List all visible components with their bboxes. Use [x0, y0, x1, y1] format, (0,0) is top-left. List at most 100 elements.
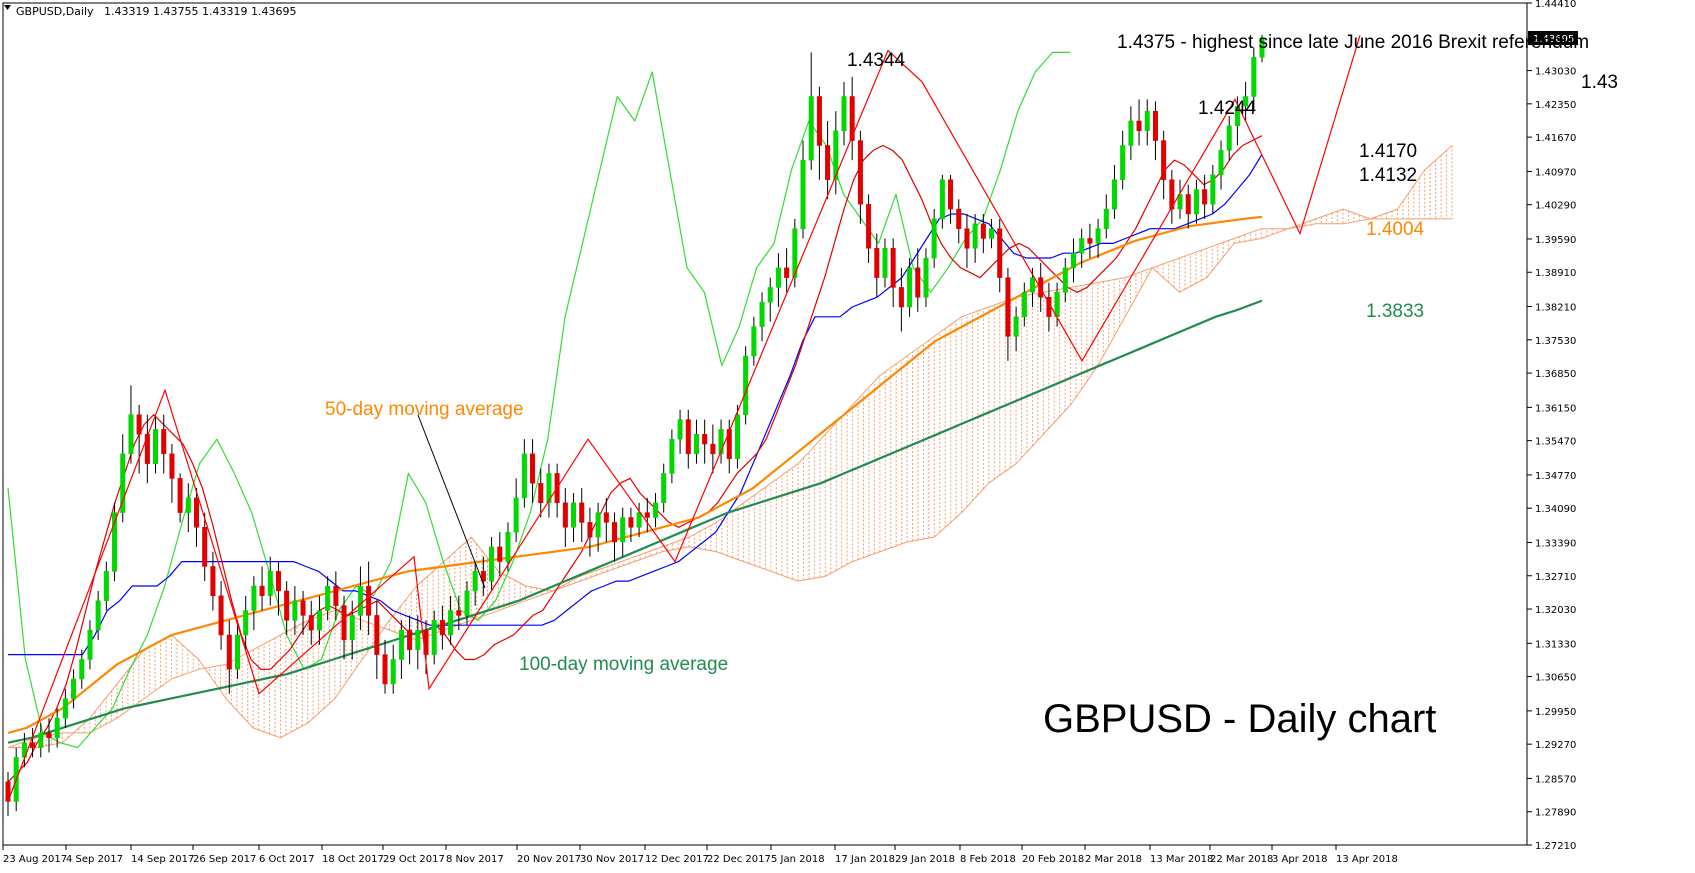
- candle-body: [726, 429, 732, 460]
- candle-body: [218, 595, 224, 636]
- y-tick-label: 1.29270: [1535, 740, 1576, 751]
- candle-body: [136, 414, 142, 435]
- candle-body: [267, 571, 273, 597]
- axes: 1.44410 1.43030 1.42350 1.41670 1.40970 1.402…: [2, 0, 1578, 865]
- candle-body: [415, 629, 421, 650]
- candle-body: [103, 571, 109, 601]
- candle-body: [898, 287, 904, 308]
- x-tick-label: 26 Sep 2017: [193, 854, 256, 865]
- candle-body: [1185, 194, 1191, 215]
- x-tick-label: 22 Dec 2017: [707, 854, 771, 865]
- x-tick-label: 20 Feb 2018: [1022, 854, 1084, 865]
- candle-body: [890, 248, 896, 288]
- candle-body: [1259, 37, 1265, 58]
- candle-body: [1030, 277, 1036, 293]
- candle-body: [407, 629, 413, 650]
- candle-body: [1128, 120, 1134, 146]
- candle-body: [1021, 292, 1027, 318]
- kijun-line: [8, 153, 1263, 656]
- candle-body: [734, 414, 740, 460]
- candle-body: [1243, 96, 1249, 107]
- candle-body: [95, 600, 101, 631]
- candle-body: [1070, 252, 1076, 269]
- candle-body: [505, 531, 511, 562]
- candle-body: [439, 620, 445, 636]
- candle-body: [661, 473, 667, 504]
- candle-body: [1152, 110, 1158, 141]
- y-tick-label: 1.42350: [1535, 100, 1576, 111]
- candles: [5, 34, 1265, 817]
- candle-body: [349, 615, 355, 641]
- candle-body: [718, 429, 724, 455]
- candle-body: [612, 522, 618, 543]
- candle-body: [480, 571, 486, 582]
- candle-body: [128, 414, 134, 455]
- candle-body: [800, 159, 806, 229]
- candle-body: [5, 781, 11, 802]
- candle-body: [112, 512, 118, 572]
- candle-body: [325, 585, 331, 611]
- label-high-1-4244: 1.4244: [1198, 98, 1257, 119]
- candle-body: [939, 179, 945, 220]
- annotations: 1.4344 1.4375 - highest since late June 2…: [325, 32, 1618, 741]
- candle-body: [948, 179, 954, 210]
- candle-body: [882, 248, 888, 278]
- x-tick-label: 8 Nov 2017: [446, 854, 504, 865]
- candle-body: [751, 326, 757, 357]
- candle-body: [1251, 57, 1257, 97]
- candle-body: [767, 287, 773, 303]
- candle-body: [636, 512, 642, 528]
- candle-body: [857, 140, 863, 205]
- x-tick-label: 18 Oct 2017: [322, 854, 384, 865]
- candle-body: [1095, 228, 1101, 244]
- x-tick-label: 14 Sep 2017: [131, 854, 194, 865]
- x-tick-label: 13 Mar 2018: [1150, 854, 1213, 865]
- x-tick-label: 2 Mar 2018: [1085, 854, 1142, 865]
- candle-body: [956, 208, 962, 229]
- x-tick-label: 30 Nov 2017: [580, 854, 644, 865]
- candle-body: [849, 96, 855, 141]
- zigzag-line: [7, 35, 1361, 802]
- candle-body: [292, 600, 298, 621]
- y-tick-label: 1.39590: [1535, 235, 1576, 246]
- indicator-lines: [7, 51, 1453, 783]
- candle-body: [931, 218, 937, 259]
- candle-body: [1144, 110, 1150, 132]
- candle-body: [374, 615, 380, 655]
- x-tick-label: 4 Sep 2017: [66, 854, 123, 865]
- candle-body: [603, 512, 609, 523]
- candle-body: [1079, 238, 1085, 254]
- candle-body: [874, 248, 880, 278]
- label-level-1-43: 1.43: [1581, 72, 1618, 93]
- plot-frame: [2, 2, 1528, 846]
- candle-body: [546, 473, 552, 504]
- ma100-line: [7, 299, 1263, 744]
- x-tick-label: 13 Apr 2018: [1336, 854, 1398, 865]
- candle-body: [177, 478, 183, 513]
- candle-body: [538, 482, 544, 504]
- candle-body: [153, 429, 159, 464]
- candle-body: [341, 605, 347, 641]
- y-tick-label: 1.38910: [1535, 268, 1576, 279]
- candle-body: [989, 228, 995, 239]
- candle-body: [693, 434, 699, 455]
- candle-body: [743, 355, 749, 415]
- candle-body: [120, 453, 126, 513]
- candle-body: [79, 659, 85, 680]
- candle-body: [30, 742, 36, 748]
- candle-body: [808, 96, 814, 161]
- candle-body: [194, 497, 200, 528]
- label-high-1-4344: 1.4344: [847, 50, 906, 71]
- candle-body: [275, 571, 281, 592]
- candle-body: [571, 502, 577, 528]
- y-tick-label: 1.27890: [1535, 808, 1576, 819]
- candle-body: [521, 453, 527, 499]
- candle-body: [259, 585, 265, 597]
- y-tick-label: 1.40970: [1535, 167, 1576, 178]
- y-tick-label: 1.32030: [1535, 605, 1576, 616]
- candle-body: [316, 610, 322, 631]
- candle-body: [1120, 145, 1126, 180]
- candle-body: [333, 585, 339, 606]
- candle-body: [579, 502, 585, 523]
- candle-body: [1103, 208, 1109, 229]
